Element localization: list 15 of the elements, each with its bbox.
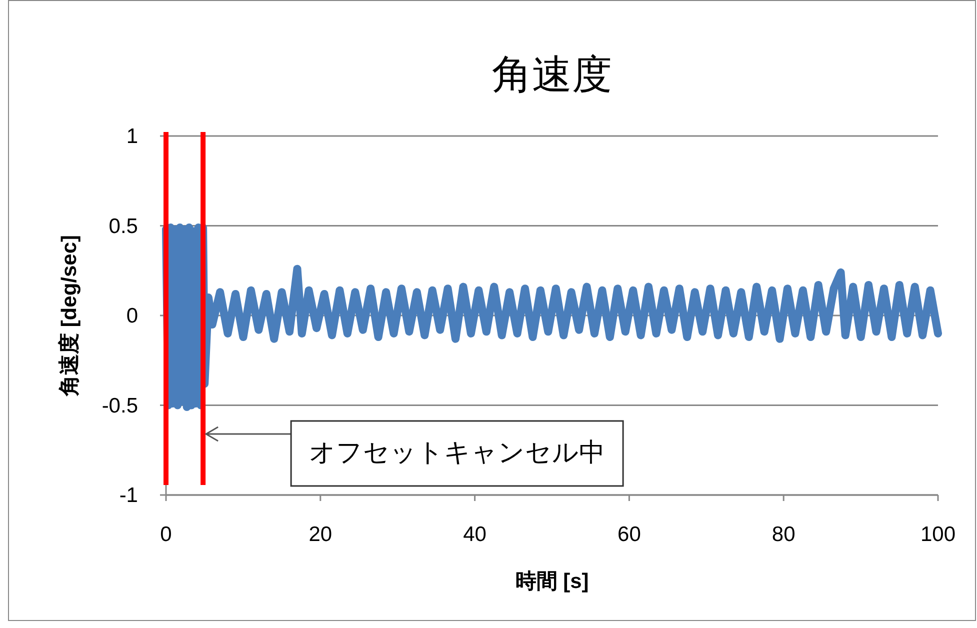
y-tick-label: -0.5 xyxy=(102,394,138,418)
x-tick-label: 40 xyxy=(463,523,486,546)
x-tick-label: 80 xyxy=(772,523,796,546)
y-tick-label: -1 xyxy=(119,484,138,507)
y-tick-label: 0.5 xyxy=(108,214,138,238)
y-tick-label: 1 xyxy=(126,125,138,148)
y-tick-label: 0 xyxy=(126,304,138,328)
annotation: オフセットキャンセル中 xyxy=(309,436,606,467)
x-axis-title: 時間 [s] xyxy=(515,570,589,593)
y-axis-title: 角速度 [deg/sec] xyxy=(57,234,81,398)
x-tick-label: 20 xyxy=(308,523,332,546)
x-tick-label: 60 xyxy=(618,523,641,546)
x-tick-label: 100 xyxy=(920,523,956,546)
chart-title: 角速度 xyxy=(492,53,612,97)
x-tick-label: 0 xyxy=(160,523,172,546)
